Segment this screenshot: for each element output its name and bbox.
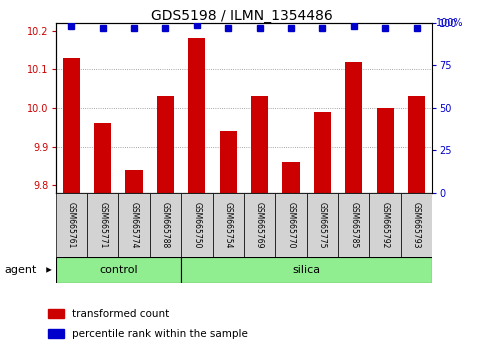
- Bar: [188, 39, 205, 193]
- Text: GSM665750: GSM665750: [192, 202, 201, 249]
- Bar: [118, 193, 150, 257]
- Bar: [150, 193, 181, 257]
- Bar: [275, 193, 307, 257]
- Bar: [94, 124, 111, 193]
- Bar: [345, 62, 362, 193]
- Text: 100%: 100%: [436, 18, 464, 28]
- Text: GSM665785: GSM665785: [349, 202, 358, 249]
- Bar: [314, 112, 331, 193]
- Text: GDS5198 / ILMN_1354486: GDS5198 / ILMN_1354486: [151, 9, 332, 23]
- Text: GSM665788: GSM665788: [161, 202, 170, 249]
- Bar: [126, 170, 142, 193]
- Text: GSM665793: GSM665793: [412, 202, 421, 249]
- Text: GSM665774: GSM665774: [129, 202, 139, 249]
- Bar: [56, 257, 181, 283]
- Bar: [408, 96, 425, 193]
- Bar: [307, 193, 338, 257]
- Text: silica: silica: [293, 265, 321, 275]
- Text: GSM665769: GSM665769: [255, 202, 264, 249]
- Bar: [369, 193, 401, 257]
- Text: GSM665771: GSM665771: [98, 202, 107, 249]
- Bar: [283, 162, 299, 193]
- Text: GSM665761: GSM665761: [67, 202, 76, 249]
- Bar: [377, 108, 394, 193]
- Bar: [63, 58, 80, 193]
- Text: percentile rank within the sample: percentile rank within the sample: [72, 329, 248, 338]
- Text: control: control: [99, 265, 138, 275]
- Bar: [87, 193, 118, 257]
- Bar: [157, 96, 174, 193]
- Bar: [47, 329, 64, 338]
- Bar: [244, 193, 275, 257]
- Bar: [181, 193, 213, 257]
- Bar: [47, 309, 64, 318]
- Bar: [251, 96, 268, 193]
- Bar: [401, 193, 432, 257]
- Bar: [220, 131, 237, 193]
- Text: GSM665770: GSM665770: [286, 202, 296, 249]
- Bar: [338, 193, 369, 257]
- Text: agent: agent: [5, 265, 37, 275]
- Bar: [181, 257, 432, 283]
- Text: GSM665775: GSM665775: [318, 202, 327, 249]
- Text: transformed count: transformed count: [72, 309, 170, 319]
- Text: GSM665754: GSM665754: [224, 202, 233, 249]
- Text: GSM665792: GSM665792: [381, 202, 390, 249]
- Bar: [56, 193, 87, 257]
- Bar: [213, 193, 244, 257]
